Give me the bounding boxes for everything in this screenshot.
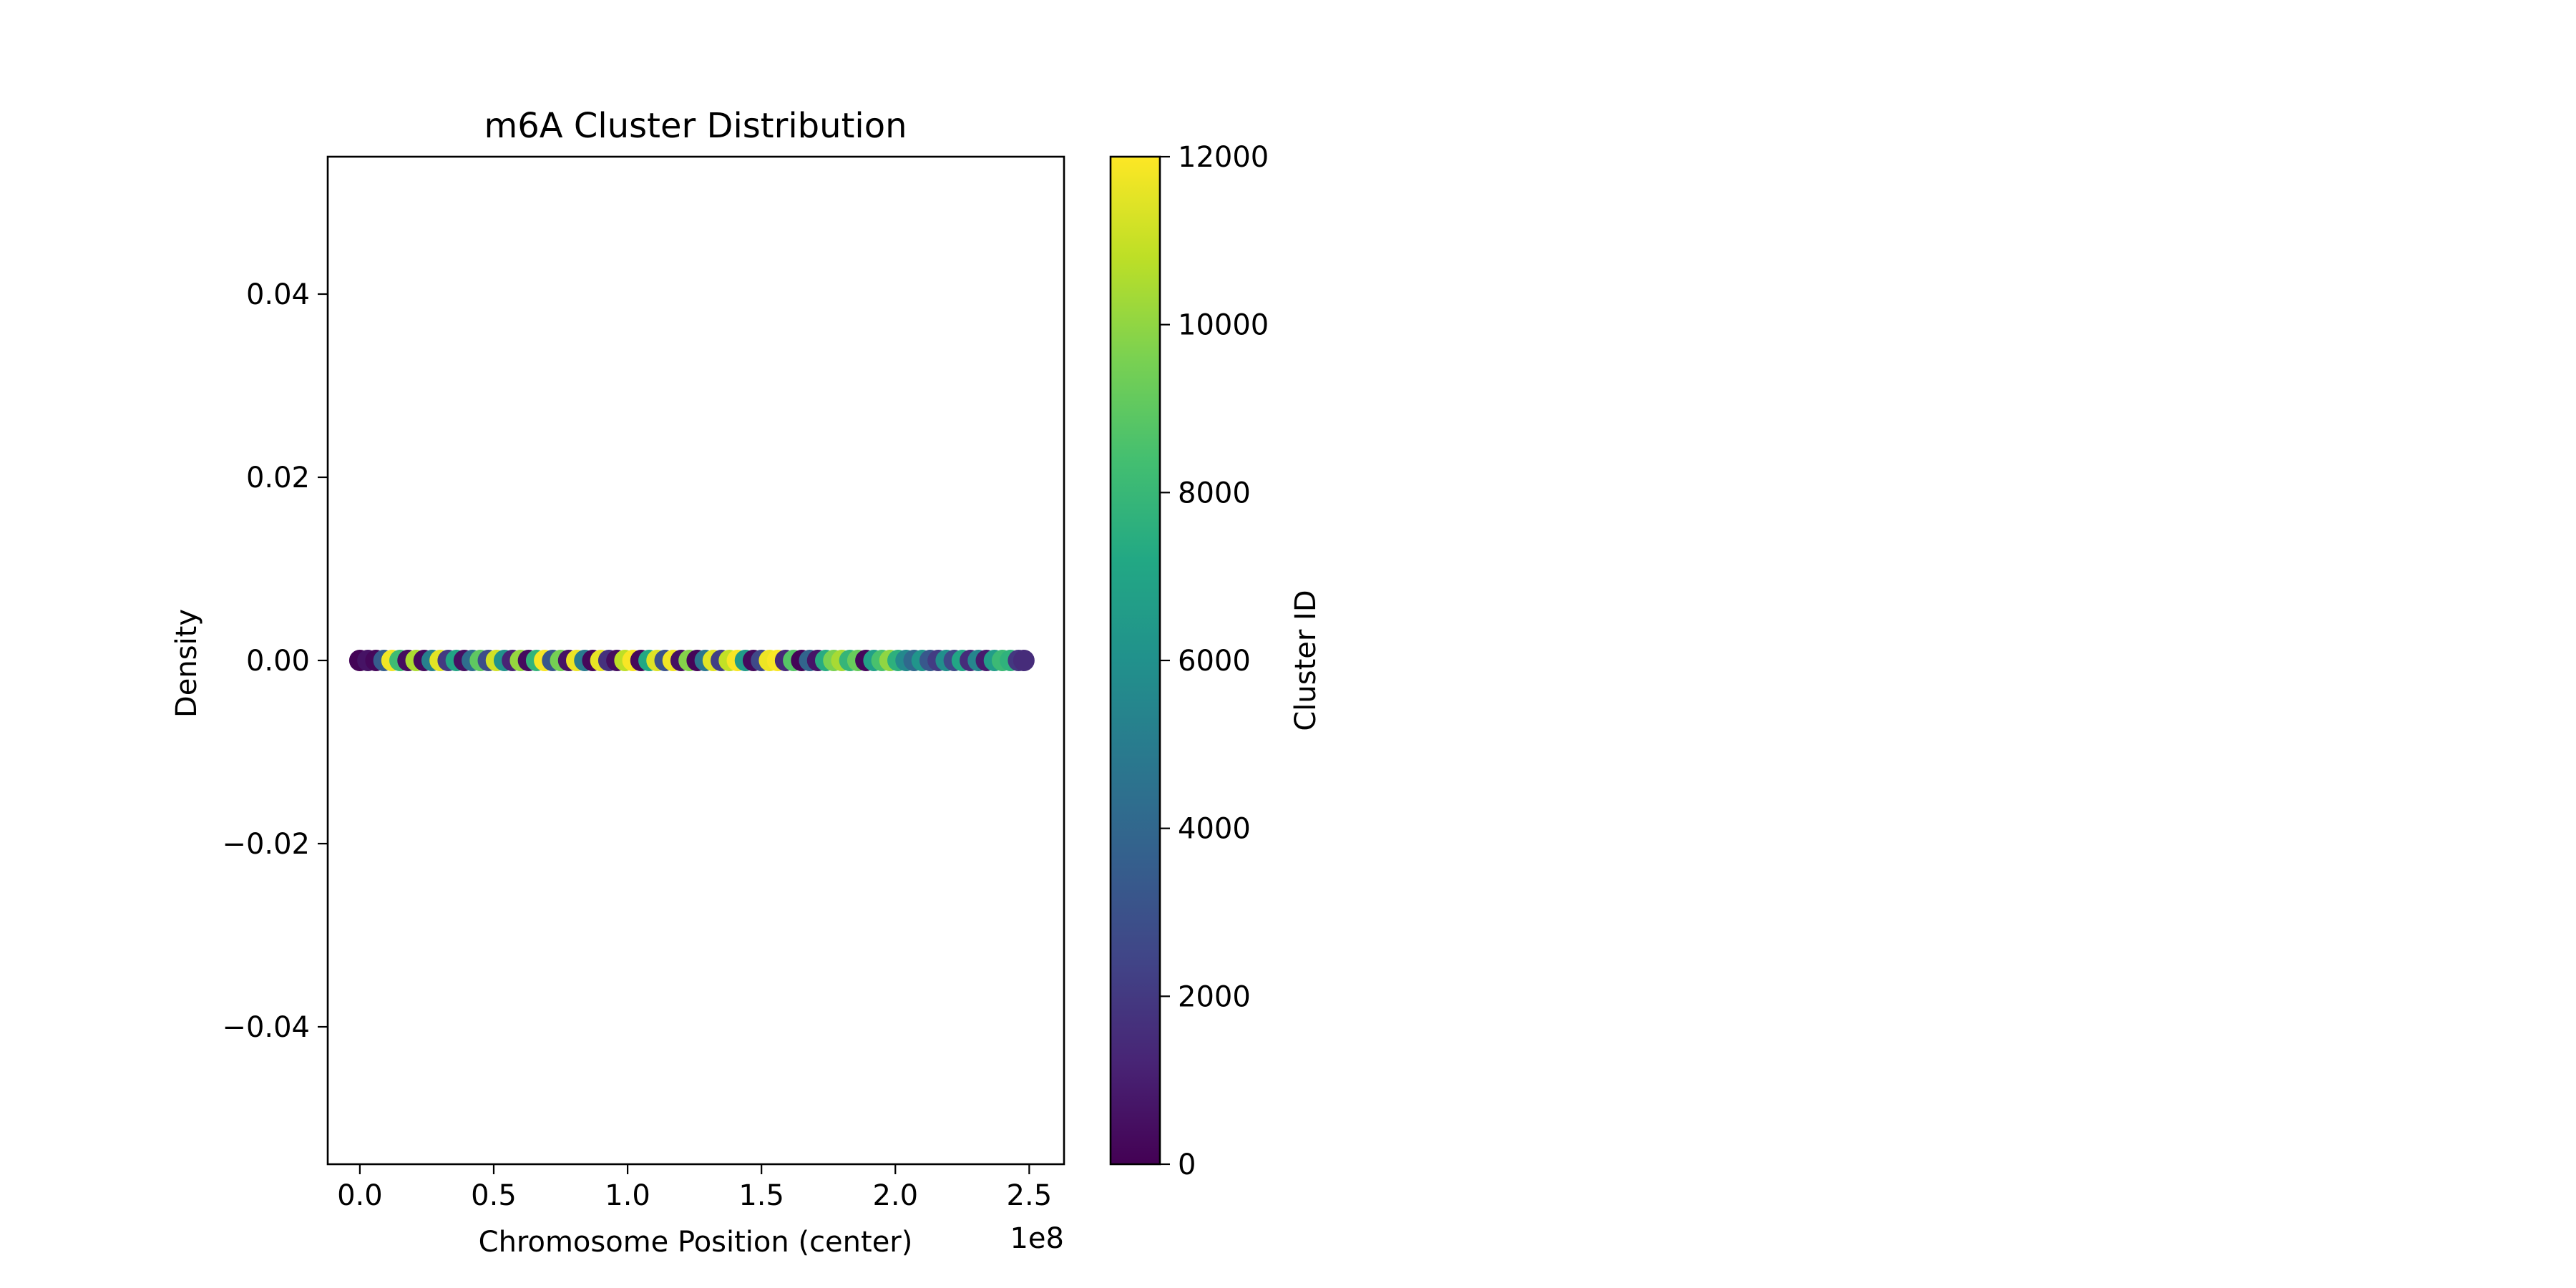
y-tick-label-2: 0.00: [246, 645, 310, 678]
x-tick-label-3: 1.5: [738, 1179, 784, 1212]
scatter-points: [348, 650, 1035, 671]
x-axis-label: Chromosome Position (center): [479, 1226, 913, 1259]
chart-title: m6A Cluster Distribution: [484, 106, 907, 146]
y-tick-label-4: −0.04: [222, 1011, 310, 1044]
y-tick-label-3: −0.02: [222, 828, 310, 861]
x-tick-label-2: 1.0: [605, 1179, 650, 1212]
y-axis-label: Density: [170, 609, 203, 718]
y-tick-label-0: 0.04: [246, 278, 310, 311]
x-axis-offset-text: 1e8: [1010, 1222, 1064, 1255]
colorbar-tick-label-1: 2000: [1178, 980, 1251, 1013]
scatter-point-83: [1013, 650, 1035, 671]
x-tick-label-4: 2.0: [872, 1179, 918, 1212]
colorbar-tick-label-2: 4000: [1178, 813, 1251, 846]
colorbar: [1111, 157, 1160, 1164]
colorbar-tick-label-0: 0: [1178, 1148, 1196, 1181]
colorbar-tick-label-5: 10000: [1178, 309, 1269, 342]
x-tick-label-1: 0.5: [471, 1179, 517, 1212]
x-tick-label-5: 2.5: [1007, 1179, 1053, 1212]
colorbar-label: Cluster ID: [1289, 590, 1322, 731]
y-axis-ticks: 0.04 0.02 0.00 −0.02 −0.04: [222, 278, 328, 1044]
colorbar-ticks: 0 2000 4000 6000 8000 10000 12000: [1160, 141, 1269, 1181]
colorbar-tick-label-4: 8000: [1178, 477, 1251, 509]
colorbar-tick-label-3: 6000: [1178, 645, 1251, 678]
x-axis-ticks: 0.0 0.5 1.0 1.5 2.0 2.5: [337, 1164, 1052, 1212]
y-tick-label-1: 0.02: [246, 462, 310, 494]
colorbar-tick-label-6: 12000: [1178, 141, 1269, 174]
x-tick-label-0: 0.0: [337, 1179, 383, 1212]
